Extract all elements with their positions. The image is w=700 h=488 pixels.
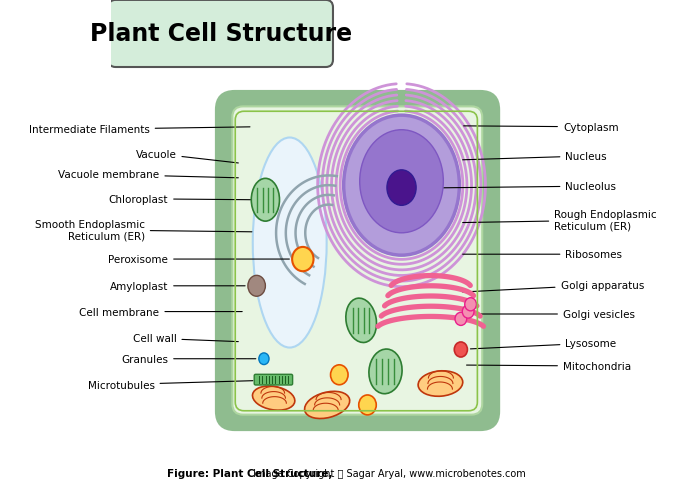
Text: Intermediate Filaments: Intermediate Filaments xyxy=(29,125,250,135)
Ellipse shape xyxy=(248,276,265,297)
Text: Vacuole membrane: Vacuole membrane xyxy=(58,170,238,180)
Ellipse shape xyxy=(330,365,348,385)
Text: Cytoplasm: Cytoplasm xyxy=(463,122,619,133)
Text: Amyloplast: Amyloplast xyxy=(110,281,245,291)
Ellipse shape xyxy=(251,179,279,222)
Ellipse shape xyxy=(462,305,474,319)
Ellipse shape xyxy=(344,116,459,256)
FancyBboxPatch shape xyxy=(216,92,499,430)
Ellipse shape xyxy=(465,298,477,311)
Text: Nucleus: Nucleus xyxy=(463,152,607,162)
Text: Chloroplast: Chloroplast xyxy=(108,194,252,204)
Text: Cell membrane: Cell membrane xyxy=(79,307,242,317)
Text: Vacuole: Vacuole xyxy=(136,149,238,163)
Text: Nucleolus: Nucleolus xyxy=(421,182,617,192)
Ellipse shape xyxy=(253,138,327,348)
Ellipse shape xyxy=(454,342,468,357)
Text: Image Copyright Ⓒ Sagar Aryal, www.microbenotes.com: Image Copyright Ⓒ Sagar Aryal, www.micro… xyxy=(250,468,526,478)
Ellipse shape xyxy=(253,386,295,410)
Text: Peroxisome: Peroxisome xyxy=(108,255,289,264)
Text: Microtubules: Microtubules xyxy=(88,380,253,390)
Text: Mitochondria: Mitochondria xyxy=(467,361,631,371)
Ellipse shape xyxy=(387,170,416,206)
Text: Granules: Granules xyxy=(121,354,256,364)
Text: Smooth Endoplasmic
Reticulum (ER): Smooth Endoplasmic Reticulum (ER) xyxy=(35,220,252,241)
Ellipse shape xyxy=(418,371,463,396)
FancyBboxPatch shape xyxy=(254,374,293,385)
Text: Golgi vesicles: Golgi vesicles xyxy=(477,309,635,319)
Text: Cell wall: Cell wall xyxy=(132,334,238,344)
Ellipse shape xyxy=(259,353,269,365)
Ellipse shape xyxy=(304,391,350,419)
Text: Figure: Plant Cell Structure,: Figure: Plant Cell Structure, xyxy=(167,468,332,478)
FancyBboxPatch shape xyxy=(108,1,333,68)
Text: Lysosome: Lysosome xyxy=(470,339,617,349)
Text: Golgi apparatus: Golgi apparatus xyxy=(463,280,644,292)
Text: Ribosomes: Ribosomes xyxy=(463,250,622,260)
Ellipse shape xyxy=(358,395,377,415)
Text: Rough Endoplasmic
Reticulum (ER): Rough Endoplasmic Reticulum (ER) xyxy=(463,210,657,231)
Ellipse shape xyxy=(369,349,402,394)
Ellipse shape xyxy=(360,130,443,233)
FancyBboxPatch shape xyxy=(232,107,482,415)
Ellipse shape xyxy=(346,299,377,343)
Ellipse shape xyxy=(292,247,314,272)
Ellipse shape xyxy=(455,313,467,326)
Text: Plant Cell Structure: Plant Cell Structure xyxy=(90,22,351,46)
